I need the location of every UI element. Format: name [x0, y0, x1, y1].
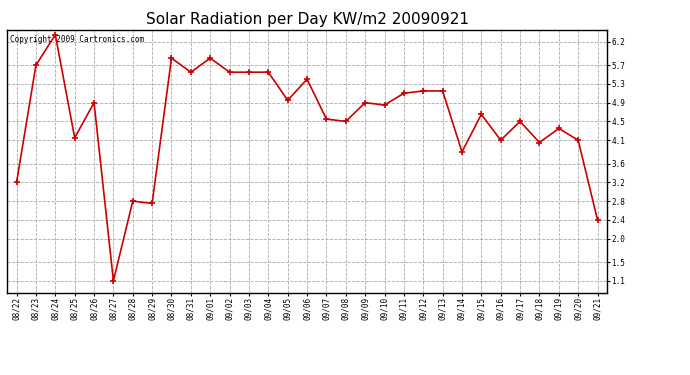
- Title: Solar Radiation per Day KW/m2 20090921: Solar Radiation per Day KW/m2 20090921: [146, 12, 469, 27]
- Text: Copyright 2009 Cartronics.com: Copyright 2009 Cartronics.com: [10, 35, 144, 44]
